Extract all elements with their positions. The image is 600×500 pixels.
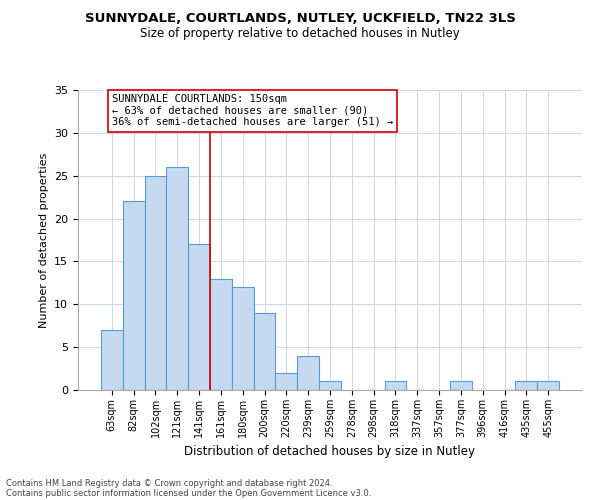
Bar bbox=[188, 244, 210, 390]
Bar bbox=[319, 382, 341, 390]
Bar bbox=[450, 382, 472, 390]
Bar bbox=[232, 287, 254, 390]
X-axis label: Distribution of detached houses by size in Nutley: Distribution of detached houses by size … bbox=[185, 446, 476, 458]
Bar bbox=[101, 330, 123, 390]
Bar bbox=[385, 382, 406, 390]
Bar bbox=[210, 278, 232, 390]
Text: Size of property relative to detached houses in Nutley: Size of property relative to detached ho… bbox=[140, 28, 460, 40]
Bar bbox=[537, 382, 559, 390]
Text: SUNNYDALE, COURTLANDS, NUTLEY, UCKFIELD, TN22 3LS: SUNNYDALE, COURTLANDS, NUTLEY, UCKFIELD,… bbox=[85, 12, 515, 26]
Bar bbox=[275, 373, 297, 390]
Bar bbox=[297, 356, 319, 390]
Text: Contains HM Land Registry data © Crown copyright and database right 2024.: Contains HM Land Registry data © Crown c… bbox=[6, 478, 332, 488]
Bar bbox=[166, 167, 188, 390]
Y-axis label: Number of detached properties: Number of detached properties bbox=[38, 152, 49, 328]
Bar bbox=[123, 202, 145, 390]
Bar bbox=[515, 382, 537, 390]
Text: SUNNYDALE COURTLANDS: 150sqm
← 63% of detached houses are smaller (90)
36% of se: SUNNYDALE COURTLANDS: 150sqm ← 63% of de… bbox=[112, 94, 393, 128]
Bar bbox=[145, 176, 166, 390]
Bar bbox=[254, 313, 275, 390]
Text: Contains public sector information licensed under the Open Government Licence v3: Contains public sector information licen… bbox=[6, 488, 371, 498]
